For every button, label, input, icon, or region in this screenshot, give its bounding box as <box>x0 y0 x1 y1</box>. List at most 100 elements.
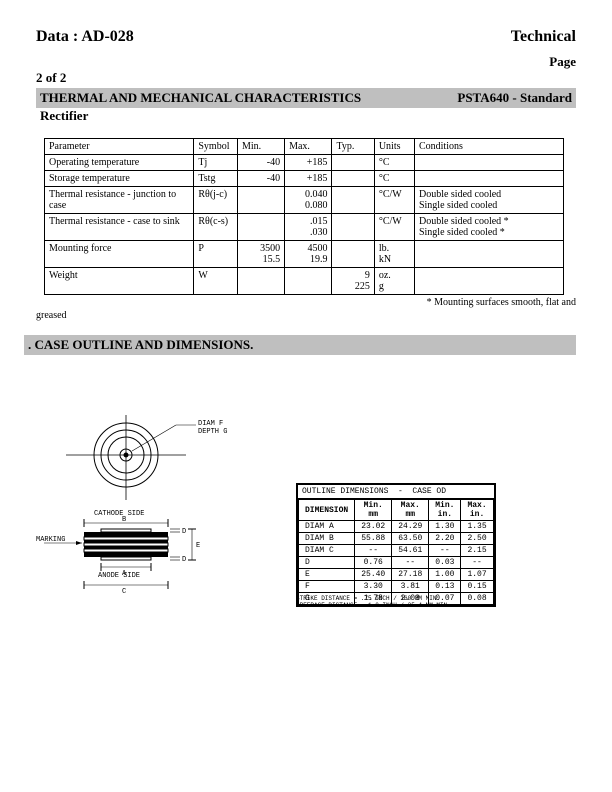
col-typ: Typ. <box>332 139 374 155</box>
section-thermal-title: THERMAL AND MECHANICAL CHARACTERISTICS <box>40 90 361 106</box>
table-cell <box>332 155 374 171</box>
dim-header-row: DIMENSION Min.mm Max.mm Min.in. Max.in. <box>299 500 494 521</box>
footnote: * Mounting surfaces smooth, flat and <box>0 297 576 308</box>
greased-label: greased <box>36 310 612 321</box>
table-row: Thermal resistance - junction to caseRθ(… <box>45 187 564 214</box>
product-code: PSTA640 - Standard <box>457 90 572 106</box>
dim-cell: 1.07 <box>461 569 493 581</box>
dim-cell: -- <box>461 557 493 569</box>
data-id: Data : AD-028 <box>36 28 134 46</box>
table-cell <box>237 214 284 241</box>
table-cell: Storage temperature <box>45 171 194 187</box>
table-cell: Weight <box>45 268 194 295</box>
table-header-row: Parameter Symbol Min. Max. Typ. Units Co… <box>45 139 564 155</box>
spec-table: Parameter Symbol Min. Max. Typ. Units Co… <box>44 138 564 295</box>
table-cell <box>414 171 563 187</box>
dim-cell: DIAM A <box>299 521 355 533</box>
drawing-area: DIAM F DEPTH G CATHODE SIDE B D D E <box>36 415 612 615</box>
table-cell: 350015.5 <box>237 241 284 268</box>
col-symbol: Symbol <box>194 139 238 155</box>
table-cell <box>414 268 563 295</box>
table-cell: °C <box>374 171 414 187</box>
col-min: Min. <box>237 139 284 155</box>
dim-cell: 2.20 <box>429 533 461 545</box>
dim-row: DIAM A23.0224.291.301.35 <box>299 521 494 533</box>
table-cell <box>332 241 374 268</box>
case-outline-svg: DIAM F DEPTH G CATHODE SIDE B D D E <box>36 415 286 615</box>
dim-cell: 1.30 <box>429 521 461 533</box>
table-cell: .015.030 <box>285 214 332 241</box>
table-cell: 450019.9 <box>285 241 332 268</box>
cathode-label: CATHODE SIDE <box>94 510 144 518</box>
table-cell <box>285 268 332 295</box>
table-cell: Tj <box>194 155 238 171</box>
dim-row: D0.76--0.03-- <box>299 557 494 569</box>
table-cell: °C/W <box>374 187 414 214</box>
dim-cell: 2.15 <box>461 545 493 557</box>
dim-col-max-mm: Max.mm <box>392 500 429 521</box>
dim-col-name: DIMENSION <box>299 500 355 521</box>
dim-cell: DIAM C <box>299 545 355 557</box>
table-cell: 9225 <box>332 268 374 295</box>
table-cell: Operating temperature <box>45 155 194 171</box>
col-units: Units <box>374 139 414 155</box>
page-number: 2 of 2 <box>36 70 576 86</box>
table-row: Operating temperatureTj-40+185°C <box>45 155 564 171</box>
dim-cell: 27.18 <box>392 569 429 581</box>
dim-col-min-in: Min.in. <box>429 500 461 521</box>
dim-cell: 54.61 <box>392 545 429 557</box>
table-cell: oz.g <box>374 268 414 295</box>
dim-cell: 3.81 <box>392 581 429 593</box>
dim-row: E25.4027.181.001.07 <box>299 569 494 581</box>
col-max: Max. <box>285 139 332 155</box>
table-cell <box>332 187 374 214</box>
dim-cell: 0.08 <box>461 593 493 605</box>
dim-cell: 1.00 <box>429 569 461 581</box>
table-cell <box>237 268 284 295</box>
dim-row: F3.303.810.130.15 <box>299 581 494 593</box>
dimension-note: STRIKE DISTANCE = .75 INCH / 160 MM MIN.… <box>296 595 451 609</box>
dim-cell: 23.02 <box>355 521 392 533</box>
table-cell: +185 <box>285 171 332 187</box>
table-cell: °C <box>374 155 414 171</box>
table-cell: Rθ(c-s) <box>194 214 238 241</box>
table-cell: -40 <box>237 155 284 171</box>
table-cell: Thermal resistance - case to sink <box>45 214 194 241</box>
table-cell: lb.kN <box>374 241 414 268</box>
dim-c: C <box>122 588 126 596</box>
table-cell: Rθ(j-c) <box>194 187 238 214</box>
table-cell: Mounting force <box>45 241 194 268</box>
table-cell: P <box>194 241 238 268</box>
dim-cell: 0.03 <box>429 557 461 569</box>
section-thermal-subtitle: Rectifier <box>36 108 576 124</box>
dim-cell: 2.50 <box>461 533 493 545</box>
table-row: Mounting forceP350015.5450019.9 lb.kN <box>45 241 564 268</box>
table-cell: Double sided cooled *Single sided cooled… <box>414 214 563 241</box>
table-cell: Double sided cooledSingle sided cooled <box>414 187 563 214</box>
dimension-table: DIMENSION Min.mm Max.mm Min.in. Max.in. … <box>298 499 494 605</box>
table-cell: Thermal resistance - junction to case <box>45 187 194 214</box>
dim-cell: 1.35 <box>461 521 493 533</box>
dim-row: DIAM B55.8863.502.202.50 <box>299 533 494 545</box>
dimension-table-box: OUTLINE DIMENSIONS - CASE OD DIMENSION M… <box>296 483 496 607</box>
dim-cell: -- <box>429 545 461 557</box>
dim-cell: 63.50 <box>392 533 429 545</box>
dim-cell: 25.40 <box>355 569 392 581</box>
diam-label: DIAM F <box>198 420 223 428</box>
page-label: Page <box>36 54 576 70</box>
dim-cell: DIAM B <box>299 533 355 545</box>
table-cell <box>332 171 374 187</box>
dim-cell: 3.30 <box>355 581 392 593</box>
depth-label: DEPTH G <box>198 428 227 436</box>
marking-label: MARKING <box>36 536 65 544</box>
dim-col-min-mm: Min.mm <box>355 500 392 521</box>
technical-label: Technical <box>511 28 576 46</box>
dim-cell: -- <box>392 557 429 569</box>
anode-label: ANODE SIDE <box>98 572 140 580</box>
table-row: Storage temperatureTstg-40+185°C <box>45 171 564 187</box>
dim-d-top: D <box>182 528 186 536</box>
table-cell <box>414 155 563 171</box>
dim-cell: 0.13 <box>429 581 461 593</box>
table-cell <box>414 241 563 268</box>
col-parameter: Parameter <box>45 139 194 155</box>
